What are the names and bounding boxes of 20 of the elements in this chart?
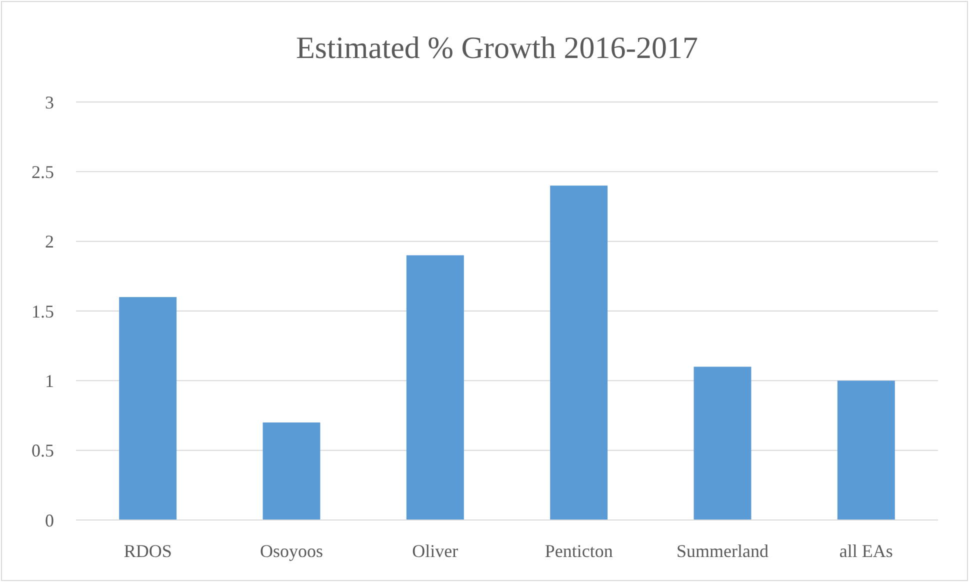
x-tick-label: RDOS [124,541,172,561]
y-tick-label: 1.5 [32,301,54,322]
y-tick-label: 1 [45,370,54,391]
bar [262,422,320,520]
y-tick-label: 2 [45,232,54,252]
bar [550,186,608,520]
y-tick-label: 0 [45,510,54,530]
x-tick-label: Summerland [676,541,768,561]
bar [837,380,895,520]
x-tick-label: Penticton [544,541,613,561]
y-tick-label: 0.5 [32,440,54,461]
chart-title: Estimated % Growth 2016-2017 [296,30,698,65]
x-tick-label: all EAs [839,541,893,561]
bar [119,297,177,520]
y-tick-label: 3 [45,92,54,112]
x-tick-label: Oliver [412,541,458,561]
y-tick-label: 2.5 [32,162,54,182]
x-tick-label: Osoyoos [260,541,324,561]
bar [694,366,752,520]
bar [406,255,464,520]
